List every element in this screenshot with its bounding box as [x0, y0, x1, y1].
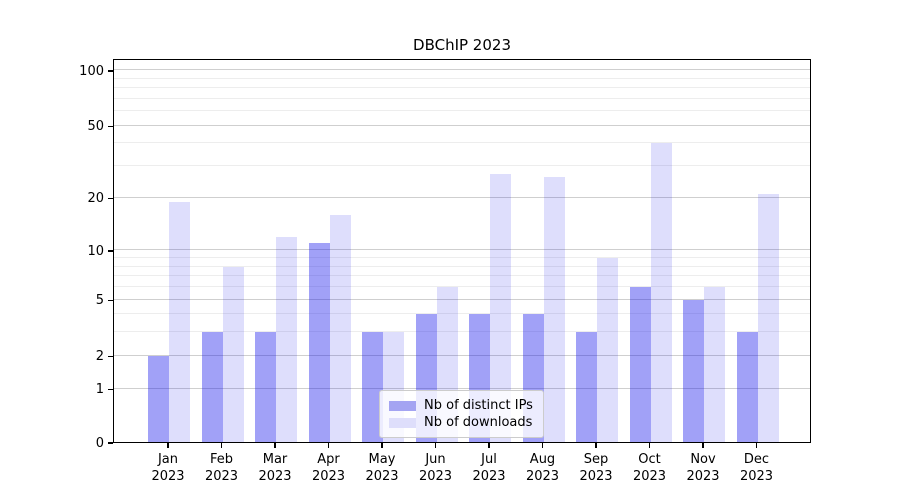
bar-jan-downloads: [169, 201, 190, 442]
minor-gridline: [114, 265, 810, 267]
major-gridline: [114, 387, 810, 389]
x-axis-tick: [434, 443, 437, 448]
bar-dec-ips: [736, 332, 758, 442]
bar-oct-ips: [629, 287, 651, 442]
bar-sep-downloads: [597, 258, 618, 442]
bar-may-ips: [362, 332, 383, 442]
minor-gridline: [114, 257, 810, 259]
y-tick-label: 0: [95, 435, 104, 451]
major-gridline: [114, 196, 810, 198]
x-tick-label-feb: Feb 2023: [204, 452, 239, 484]
x-tick-label-dec: Dec 2023: [739, 452, 774, 484]
bar-nov-ips: [683, 299, 704, 442]
legend-swatch-downloads: [389, 417, 416, 428]
bar-feb-ips: [201, 332, 223, 442]
bar-apr-ips: [308, 243, 330, 442]
minor-gridline: [114, 110, 810, 112]
major-gridline: [114, 69, 810, 71]
minor-gridline: [114, 77, 810, 79]
legend-item-distinct-ips: Nb of distinct IPs: [389, 397, 534, 414]
minor-gridline: [114, 313, 810, 315]
bar-dec-downloads: [757, 194, 779, 442]
legend: Nb of distinct IPs Nb of downloads: [379, 390, 544, 438]
chart-title: DBChIP 2023: [413, 36, 511, 54]
x-axis-tick: [702, 443, 704, 448]
x-axis-tick: [274, 443, 276, 448]
x-tick-label-nov: Nov 2023: [686, 452, 720, 484]
x-tick-label-apr: Apr 2023: [311, 452, 346, 484]
major-gridline: [114, 249, 810, 251]
y-axis-tick: [108, 250, 113, 252]
bar-sep-ips: [576, 332, 597, 442]
bar-feb-downloads: [222, 266, 244, 442]
bar-nov-downloads: [704, 287, 725, 442]
bar-apr-downloads: [329, 214, 351, 442]
minor-gridline: [114, 165, 810, 167]
bar-jul-downloads: [490, 174, 511, 442]
bar-mar-ips: [255, 332, 276, 442]
minor-gridline: [114, 275, 810, 277]
x-axis-tick: [595, 443, 597, 448]
y-tick-label: 100: [79, 63, 104, 79]
y-axis-tick: [108, 125, 113, 128]
y-axis-tick: [108, 442, 113, 444]
legend-label-distinct-ips: Nb of distinct IPs: [424, 398, 533, 413]
x-axis-tick: [381, 443, 383, 448]
major-gridline: [114, 124, 810, 126]
bar-jan-ips: [148, 355, 169, 442]
minor-gridline: [114, 286, 810, 287]
x-tick-label-jul: Jul 2023: [472, 452, 506, 484]
x-tick-label-mar: Mar 2023: [258, 452, 292, 484]
y-tick-label: 5: [95, 293, 104, 308]
x-tick-label-sep: Sep 2023: [579, 452, 613, 484]
y-axis-tick: [108, 197, 113, 200]
x-tick-label-jun: Jun 2023: [418, 452, 453, 484]
minor-gridline: [114, 142, 810, 144]
bar-mar-downloads: [276, 236, 297, 442]
x-tick-label-jan: Jan 2023: [151, 452, 185, 484]
y-tick-label: 1: [95, 382, 104, 398]
y-tick-label: 20: [87, 191, 104, 207]
major-gridline: [114, 298, 810, 300]
legend-label-downloads: Nb of downloads: [424, 415, 533, 430]
x-axis-tick: [755, 443, 758, 448]
x-axis-tick: [220, 443, 223, 448]
y-tick-label: 2: [95, 349, 104, 365]
bar-aug-downloads: [543, 177, 565, 442]
legend-item-downloads: Nb of downloads: [389, 414, 534, 431]
x-tick-label-aug: Aug 2023: [525, 452, 560, 484]
bar-oct-downloads: [650, 143, 672, 442]
y-axis-tick: [108, 355, 113, 358]
y-axis-tick: [108, 299, 113, 301]
legend-swatch-distinct-ips: [389, 400, 416, 411]
x-axis-tick: [327, 443, 330, 448]
major-gridline: [114, 354, 810, 356]
x-axis-tick: [167, 443, 169, 448]
minor-gridline: [114, 331, 810, 333]
x-axis-tick: [541, 443, 544, 448]
minor-gridline: [114, 87, 810, 89]
x-axis-tick: [488, 443, 490, 448]
x-tick-label-may: May 2023: [365, 452, 399, 484]
y-tick-label: 10: [87, 243, 104, 259]
y-tick-label: 50: [87, 119, 104, 135]
x-tick-label-oct: Oct 2023: [632, 452, 667, 484]
x-axis-tick: [648, 443, 651, 448]
plot-area: [113, 59, 811, 443]
y-axis-tick: [108, 388, 113, 391]
y-axis-tick: [108, 70, 113, 72]
minor-gridline: [114, 97, 810, 99]
